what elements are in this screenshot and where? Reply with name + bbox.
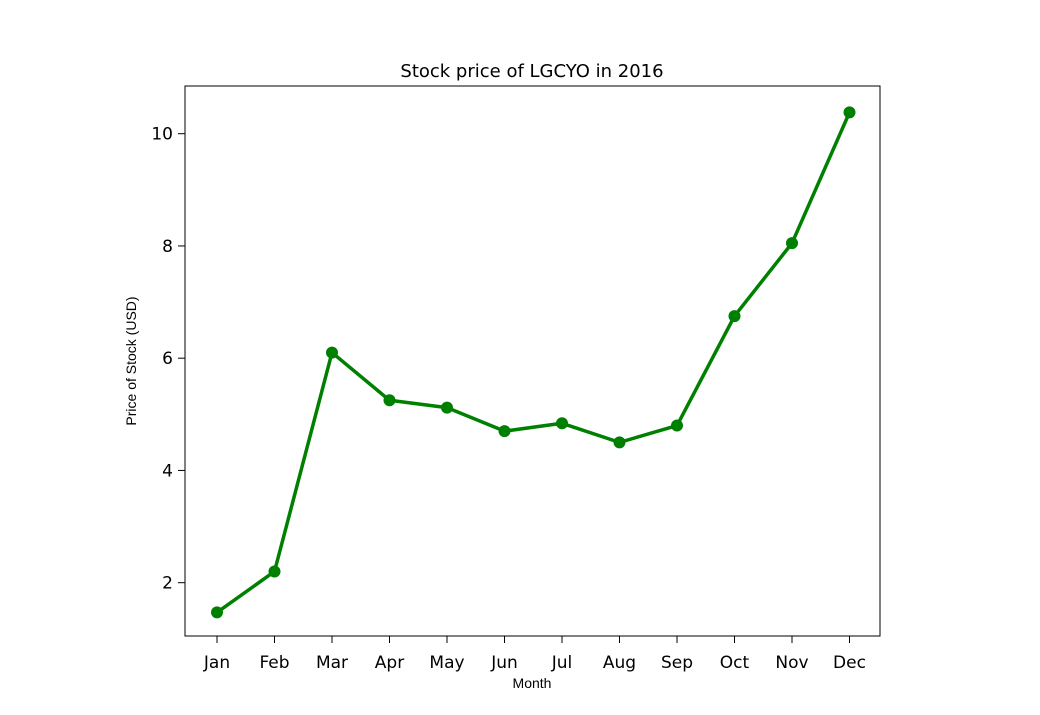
data-point [728,310,741,323]
x-tick-label: Nov [775,653,808,673]
data-point [441,401,453,414]
x-tick-label: Oct [720,653,750,673]
y-tick-label: 4 [162,461,173,481]
series-line [215,110,852,615]
x-tick-label: May [429,653,464,673]
x-tick-label: Dec [833,653,866,673]
y-tick-label: 6 [162,349,173,369]
data-point [268,565,281,578]
y-axis-label: Price of Stock (USD) [123,296,139,425]
x-tick-label: Jul [551,653,573,673]
data-point [383,394,396,407]
plot-frame [184,85,881,637]
x-axis: Jan Feb Mar Apr May Jun Jul Aug Sep Oct Nov Dec [203,636,866,673]
data-point [326,346,338,359]
y-axis: 2 4 6 8 10 [151,125,185,594]
x-tick-label: Jan [203,653,230,673]
data-point [843,106,856,119]
x-tick-label: Aug [603,653,636,673]
x-axis-label: Month [513,675,552,691]
data-point [786,237,798,250]
data-point [498,425,511,438]
x-tick-label: Sep [661,653,693,673]
data-point [556,417,568,430]
x-tick-label: Mar [316,653,348,673]
x-tick-label: Feb [259,653,289,673]
data-point [671,419,683,432]
chart-title: Stock price of LGCYO in 2016 [400,61,663,82]
x-tick-label: Jun [490,653,518,673]
y-tick-label: 8 [162,237,173,257]
data-point [211,606,223,619]
y-tick-label: 2 [162,574,173,594]
x-tick-label: Apr [375,653,404,673]
data-point [613,436,626,449]
data-point-markers [211,106,856,619]
y-tick-label: 10 [151,125,173,145]
